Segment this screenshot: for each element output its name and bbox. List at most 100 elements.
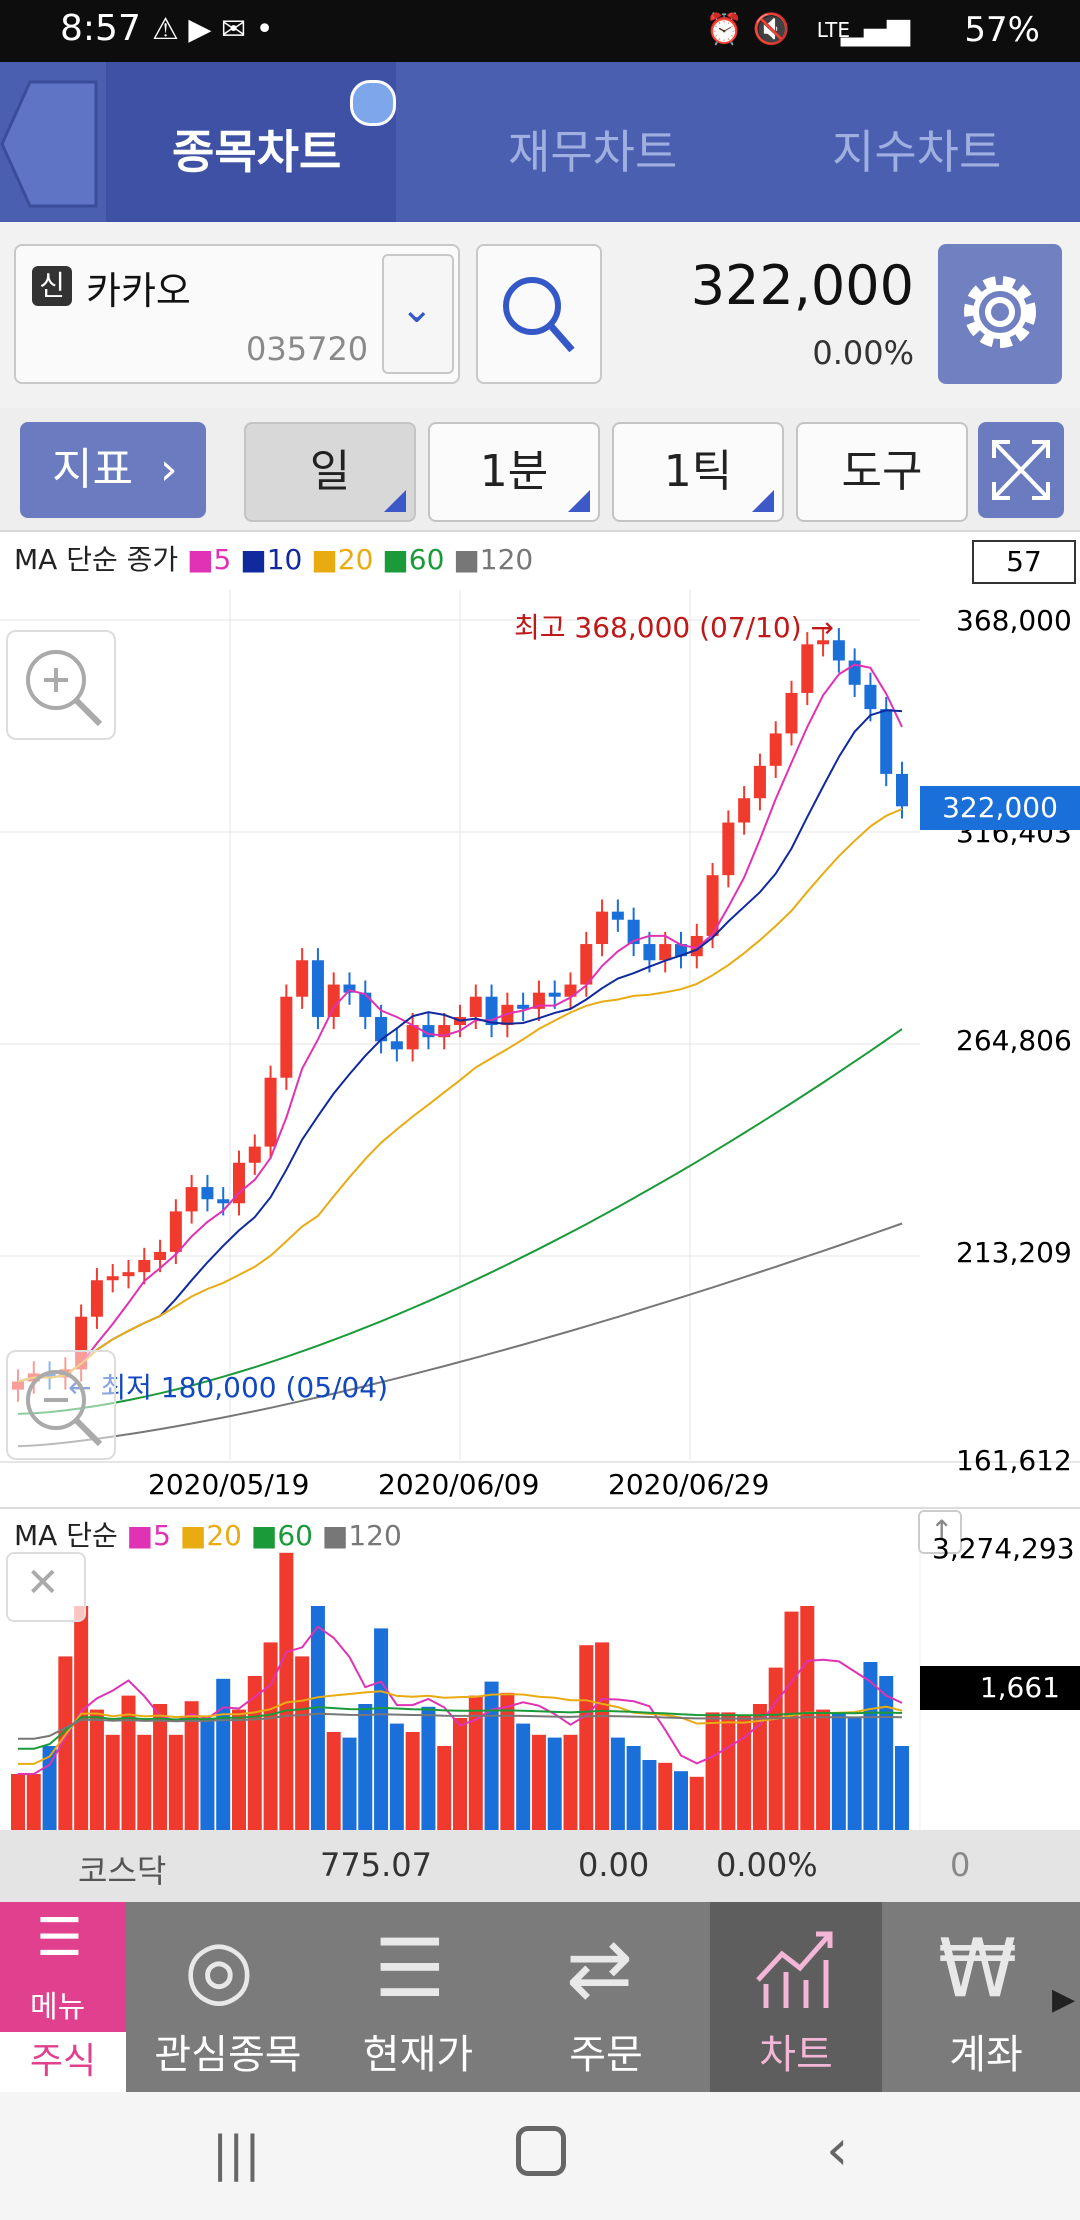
zoom-out-icon [26,1370,103,1447]
candle-body [185,1187,198,1212]
vol-ma5-label: 5 [153,1519,171,1552]
volume-bar [610,1737,625,1830]
volume-bar [358,1704,373,1830]
volume-bar [816,1709,831,1830]
index-ticker-bar[interactable]: 코스닥 775.07 0.00 0.00% 0 [0,1830,1080,1902]
candle-body [706,875,719,936]
tab-active-background [106,62,396,222]
volume-bar [374,1628,389,1830]
stock-name: 카카오 [86,269,191,313]
vol-ma60-line [18,1706,903,1750]
zoom-out-button[interactable] [6,1350,116,1460]
won-icon: ₩ [938,1922,1018,2015]
candle-body [675,944,687,957]
nav-order[interactable]: ⇄ 주문 [518,1902,694,2092]
phone-sync-icon[interactable] [350,80,396,126]
stock-dropdown-button[interactable]: ⌄ [382,254,454,374]
index-change: 0.00 [578,1846,650,1884]
nav-current-price[interactable]: ☰ 현재가 [330,1902,506,2092]
chart-area[interactable]: MA 단순 종가 ■5 ■10 ■20 ■60 ■120 57 최고 368,0… [0,530,1080,1830]
close-icon: ✕ [26,1560,60,1606]
candle-body [517,1004,530,1009]
chart-tab-bar: 종목차트 재무차트 지수차트 [0,62,1080,222]
candle-body [596,911,609,945]
volume-bar [879,1676,894,1830]
vol-ma20-line [18,1690,903,1765]
candle-body [406,1025,419,1050]
menu-button[interactable]: ☰ 메뉴 [0,1902,126,2032]
tools-label: 도구 [841,446,923,497]
high-annotation: 최고 368,000 (07/10) → [514,611,835,644]
candle-body [343,984,356,993]
volume-ma-legend: MA 단순 ■5 ■20 ■60 ■120 [14,1519,402,1552]
candle-body [248,1146,261,1163]
network-type: LTE [816,18,850,42]
order-icon: ⇄ [566,1922,634,2015]
volume-bar [768,1667,783,1830]
candle-body [753,765,766,799]
tab-stock-chart[interactable]: 종목차트 [172,125,342,179]
ma60-label: 60 [408,543,445,576]
nav-watchlist[interactable]: ◎ 관심종목 [140,1902,316,2092]
tab-financial-chart[interactable]: 재무차트 [508,125,678,179]
volume-bar [437,1746,452,1830]
volume-legend-title: MA 단순 [14,1519,118,1552]
candle-body [611,911,624,920]
tab-index-chart[interactable]: 지수차트 [832,125,1002,179]
candle-body [296,960,309,997]
candle-count-box[interactable]: 57 [972,540,1076,584]
back-arrow-icon[interactable] [0,76,100,212]
candle-body [90,1280,103,1317]
period-minute-button[interactable]: 1분 [428,422,600,522]
volume-bar [11,1774,25,1830]
nav-chart[interactable]: 차트 [710,1902,882,2092]
volume-bar [642,1760,657,1830]
index-change-percent: 0.00% [716,1846,818,1884]
candle-body [659,944,672,961]
volume-bar [863,1662,878,1830]
vol-ma5-line [18,1625,903,1775]
nav-account[interactable]: ₩ 계좌 [898,1902,1074,2092]
candle-body [233,1162,245,1204]
bottom-navigation: ☰ 메뉴 주식 ◎ 관심종목 ☰ 현재가 ⇄ 주문 차트 ₩ 계좌 ▶ [0,1902,1080,2092]
stock-section-tab[interactable]: 주식 [0,2032,126,2092]
back-nav-icon[interactable]: ‹ [826,2118,849,2183]
recent-apps-icon[interactable]: ||| [212,2126,261,2182]
candle-body [138,1259,151,1273]
candle-body [580,944,593,985]
ma120-line [17,1222,903,1448]
search-button[interactable] [476,244,602,384]
home-icon[interactable] [516,2126,566,2176]
volume-bar [89,1709,104,1830]
ma5-label: 5 [213,543,232,576]
settings-button[interactable] [938,244,1062,384]
expand-icon [992,440,1050,500]
close-volume-button[interactable]: ✕ [6,1552,86,1622]
volume-bar [421,1706,436,1830]
scroll-right-icon[interactable]: ▶ [1052,1982,1076,2017]
candle-body [785,692,798,734]
tools-button[interactable]: 도구 [796,422,968,522]
zoom-in-button[interactable] [6,630,116,740]
fullscreen-button[interactable] [978,422,1064,518]
index-volume: 0 [950,1846,971,1884]
volume-bar [595,1642,610,1830]
volume-bar [531,1734,546,1830]
arrow-up-icon: ↑ [930,1514,954,1547]
indicator-button[interactable]: 지표 › [20,422,206,518]
search-icon [503,277,575,353]
stock-selector[interactable]: 신 카카오 035720 ⌄ [14,244,460,384]
volume-bar [689,1776,704,1830]
volume-bars [11,1552,909,1830]
candle-body [106,1276,119,1281]
volume-max-label: 3,274,293 [932,1532,1075,1565]
period-tick-button[interactable]: 1틱 [612,422,784,522]
candle-body [390,1041,403,1050]
ma10-line [17,709,903,1383]
volume-bar [137,1734,152,1830]
volume-bar [721,1712,736,1830]
zoom-in-icon [26,650,103,727]
period-day-button[interactable]: 일 [244,422,416,522]
nav-order-label: 주문 [569,2032,643,2078]
volume-expand-button[interactable]: ↑ [918,1510,962,1554]
